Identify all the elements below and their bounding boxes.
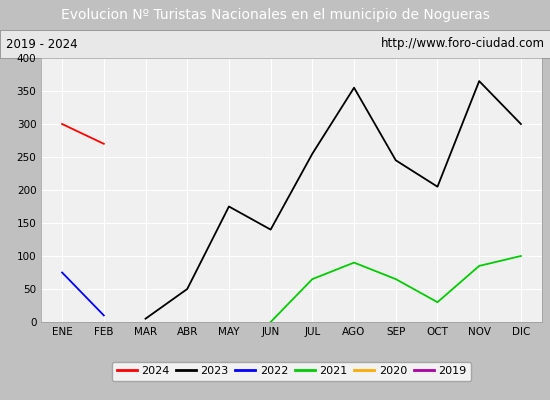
Text: 2019 - 2024: 2019 - 2024 [6,38,77,50]
Text: http://www.foro-ciudad.com: http://www.foro-ciudad.com [381,38,544,50]
Text: Evolucion Nº Turistas Nacionales en el municipio de Nogueras: Evolucion Nº Turistas Nacionales en el m… [60,8,490,22]
Legend: 2024, 2023, 2022, 2021, 2020, 2019: 2024, 2023, 2022, 2021, 2020, 2019 [112,362,471,381]
